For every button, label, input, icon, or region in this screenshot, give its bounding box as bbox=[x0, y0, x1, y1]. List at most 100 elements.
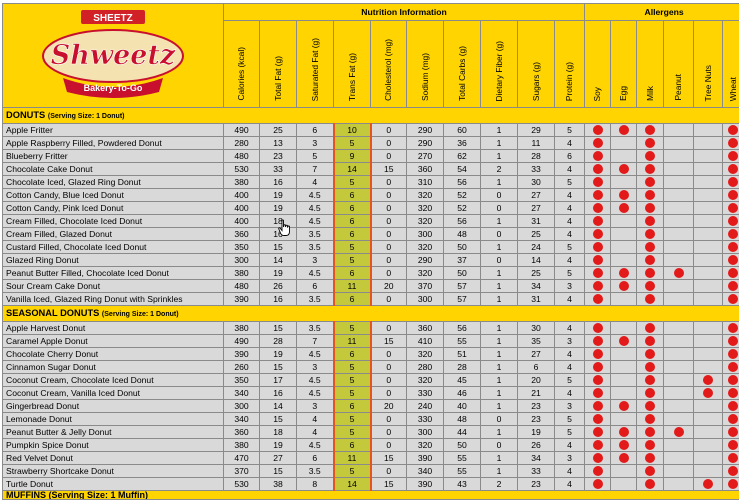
allergen-cell bbox=[723, 176, 739, 189]
nutrition-value: 1 bbox=[481, 137, 518, 150]
nutrition-value: 50 bbox=[444, 241, 481, 254]
nutrition-value: 0 bbox=[371, 150, 407, 163]
allergen-cell bbox=[585, 465, 611, 478]
allergen-cell bbox=[694, 322, 723, 335]
trans-fat-cell: 6 bbox=[334, 202, 371, 215]
allergen-dot-icon bbox=[728, 229, 738, 239]
nutrition-value: 4 bbox=[555, 163, 585, 176]
allergen-cell bbox=[694, 280, 723, 293]
nutrition-value: 15 bbox=[260, 241, 297, 254]
nutrition-value: 25 bbox=[518, 267, 555, 280]
allergen-dot-icon bbox=[645, 427, 655, 437]
allergen-cell bbox=[585, 374, 611, 387]
nutrition-value: 1 bbox=[481, 176, 518, 189]
allergen-cell bbox=[585, 202, 611, 215]
item-name: Custard Filled, Chocolate Iced Donut bbox=[3, 241, 224, 254]
allergen-cell bbox=[694, 124, 723, 137]
col-header-label: Egg bbox=[618, 86, 629, 101]
allergen-cell bbox=[611, 478, 637, 491]
allergen-cell bbox=[585, 348, 611, 361]
nutrition-value: 57 bbox=[444, 280, 481, 293]
item-name: Cotton Candy, Pink Iced Donut bbox=[3, 202, 224, 215]
allergen-dot-icon bbox=[593, 164, 603, 174]
section-header-row: SEASONAL DONUTS (Serving Size: 1 Donut) bbox=[3, 306, 739, 322]
nutrition-value: 340 bbox=[224, 413, 260, 426]
allergen-dot-icon bbox=[593, 151, 603, 161]
nutrition-value: 19 bbox=[260, 189, 297, 202]
nutrition-value: 29 bbox=[518, 124, 555, 137]
nutrition-value: 0 bbox=[481, 202, 518, 215]
item-name: Sour Cream Cake Donut bbox=[3, 280, 224, 293]
nutrition-value: 300 bbox=[407, 293, 444, 306]
nutrition-value: 0 bbox=[481, 413, 518, 426]
nutrition-value: 360 bbox=[224, 228, 260, 241]
item-name: Cream Filled, Glazed Donut bbox=[3, 228, 224, 241]
nutrition-value: 4 bbox=[555, 254, 585, 267]
allergen-dot-icon bbox=[645, 229, 655, 239]
nutrition-value: 4.5 bbox=[297, 387, 334, 400]
serving-size: (Serving Size: 1 Donut) bbox=[48, 113, 125, 120]
allergen-cell bbox=[611, 413, 637, 426]
allergen-cell bbox=[723, 426, 739, 439]
allergen-dot-icon bbox=[593, 427, 603, 437]
nutrition-value: 4 bbox=[555, 465, 585, 478]
allergen-cell bbox=[611, 361, 637, 374]
allergen-cell bbox=[585, 452, 611, 465]
nutrition-value: 3 bbox=[297, 400, 334, 413]
nutrition-value: 14 bbox=[518, 254, 555, 267]
nutrition-value: 3.5 bbox=[297, 228, 334, 241]
allergen-dot-icon bbox=[703, 388, 713, 398]
nutrition-value: 56 bbox=[444, 176, 481, 189]
allergen-cell bbox=[664, 189, 694, 202]
nutrition-value: 57 bbox=[444, 293, 481, 306]
allergen-cell bbox=[585, 124, 611, 137]
nutrition-value: 56 bbox=[444, 322, 481, 335]
allergen-cell bbox=[694, 202, 723, 215]
allergen-cell bbox=[694, 413, 723, 426]
nutrition-value: 20 bbox=[371, 400, 407, 413]
nutrition-value: 5 bbox=[555, 176, 585, 189]
allergen-dot-icon bbox=[593, 453, 603, 463]
allergen-cell bbox=[637, 202, 664, 215]
col-header-allergen: Wheat bbox=[723, 21, 739, 108]
nutrition-value: 4 bbox=[555, 361, 585, 374]
allergen-cell bbox=[664, 163, 694, 176]
nutrition-value: 13 bbox=[260, 137, 297, 150]
allergen-dot-icon bbox=[645, 177, 655, 187]
nutrition-value: 1 bbox=[481, 335, 518, 348]
nutrition-value: 380 bbox=[224, 439, 260, 452]
allergen-cell bbox=[664, 176, 694, 189]
trans-fat-cell: 6 bbox=[334, 215, 371, 228]
nutrition-value: 31 bbox=[518, 215, 555, 228]
table-row: Peanut Butter Filled, Chocolate Iced Don… bbox=[3, 267, 739, 280]
nutrition-value: 55 bbox=[444, 452, 481, 465]
nutrition-value: 15 bbox=[371, 335, 407, 348]
nutrition-value: 5 bbox=[555, 426, 585, 439]
allergen-cell bbox=[664, 400, 694, 413]
nutrition-value: 4 bbox=[555, 293, 585, 306]
allergen-cell bbox=[694, 150, 723, 163]
nutrition-value: 27 bbox=[260, 452, 297, 465]
nutrition-value: 0 bbox=[371, 322, 407, 335]
nutrition-value: 55 bbox=[444, 335, 481, 348]
nutrition-value: 490 bbox=[224, 124, 260, 137]
allergen-dot-icon bbox=[593, 294, 603, 304]
allergen-cell bbox=[664, 228, 694, 241]
allergen-dot-icon bbox=[728, 125, 738, 135]
col-header-label: Milk bbox=[645, 86, 656, 101]
allergen-dot-icon bbox=[645, 466, 655, 476]
nutrition-value: 0 bbox=[371, 374, 407, 387]
nutrition-value: 260 bbox=[224, 361, 260, 374]
allergen-cell bbox=[585, 228, 611, 241]
allergen-cell bbox=[637, 241, 664, 254]
allergen-dot-icon bbox=[728, 375, 738, 385]
allergen-dot-icon bbox=[645, 138, 655, 148]
allergen-dot-icon bbox=[728, 349, 738, 359]
allergen-cell bbox=[611, 254, 637, 267]
allergen-dot-icon bbox=[593, 268, 603, 278]
allergen-cell bbox=[723, 163, 739, 176]
nutrition-value: 5 bbox=[297, 150, 334, 163]
